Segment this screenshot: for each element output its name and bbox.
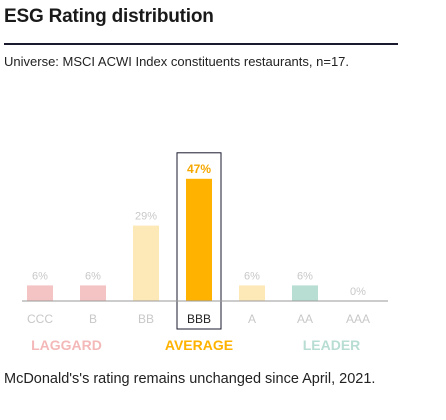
bar-ccc <box>27 285 53 301</box>
value-label-bbb: 47% <box>187 162 211 176</box>
group-label-leader: LEADER <box>303 337 361 353</box>
value-label-b: 6% <box>85 270 101 282</box>
value-label-aaa: 0% <box>350 286 366 298</box>
bar-aa <box>292 285 318 301</box>
tick-label-bb: BB <box>138 312 154 326</box>
tick-labels-layer: CCC B BB BBB A AA AAA <box>27 312 370 326</box>
value-label-a: 6% <box>244 270 260 282</box>
tick-label-aaa: AAA <box>346 312 370 326</box>
bar-bbb <box>186 178 212 301</box>
group-label-laggard: LAGGARD <box>31 337 102 353</box>
highlight-box-bbb <box>176 152 222 330</box>
tick-label-a: A <box>248 312 256 326</box>
group-label-average: AVERAGE <box>165 337 233 353</box>
bar-b <box>80 285 106 301</box>
bars-layer: 6% 6% 29% 47% 6% 6% 0% <box>27 152 366 330</box>
value-label-aa: 6% <box>297 270 313 282</box>
bar-a <box>239 285 265 301</box>
rating-distribution-chart: 6% 6%29%47%6% 6%0% CCC B BB BBB A AA AAA LAGGARD… <box>22 152 388 353</box>
title-divider <box>4 43 398 45</box>
rating-footnote: McDonald's's rating remains unchanged si… <box>4 371 376 387</box>
bar-bb <box>133 225 159 301</box>
value-label-ccc: 6% <box>32 270 48 282</box>
group-labels-layer: LAGGARD AVERAGE LEADER <box>31 337 360 353</box>
value-label-bb: 29% <box>135 211 157 223</box>
tick-label-aa: AA <box>297 312 313 326</box>
chart-title: ESG Rating distribution <box>4 6 214 27</box>
tick-label-ccc: CCC <box>27 312 53 326</box>
tick-label-b: B <box>89 312 97 326</box>
tick-label-bbb: BBB <box>187 312 211 326</box>
chart-subtitle: Universe: MSCI ACWI Index constituents r… <box>4 54 350 69</box>
